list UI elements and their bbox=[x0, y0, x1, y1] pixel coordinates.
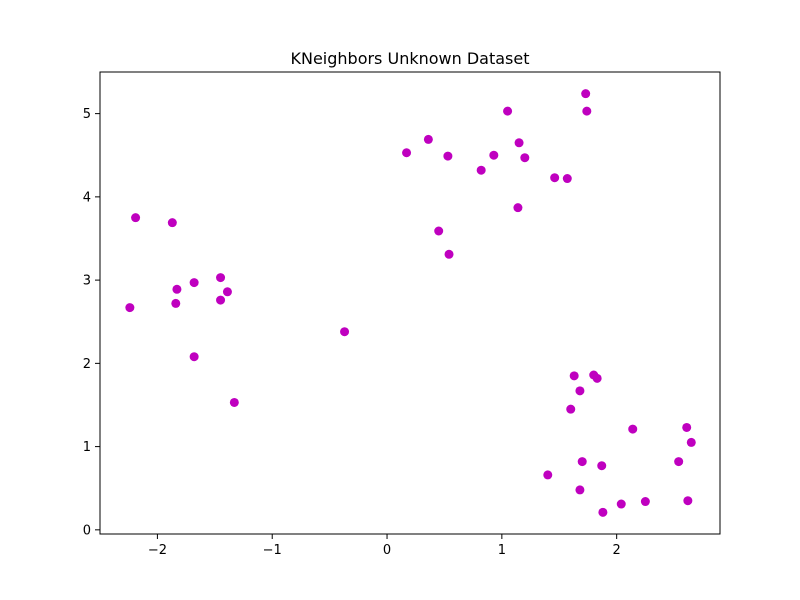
data-point bbox=[575, 386, 585, 396]
data-point bbox=[229, 397, 239, 407]
data-point bbox=[581, 89, 591, 99]
data-point bbox=[683, 496, 693, 506]
data-point bbox=[562, 174, 572, 184]
data-point bbox=[476, 165, 486, 175]
data-point bbox=[640, 497, 650, 507]
data-point bbox=[131, 213, 141, 223]
y-tick-label: 4 bbox=[83, 190, 91, 205]
data-point bbox=[682, 422, 692, 432]
x-tick-label: 2 bbox=[613, 543, 621, 558]
data-point bbox=[189, 278, 199, 288]
data-point bbox=[489, 150, 499, 160]
data-point bbox=[189, 352, 199, 362]
data-point bbox=[520, 153, 530, 163]
data-point bbox=[513, 203, 523, 213]
y-tick-label: 0 bbox=[83, 523, 91, 538]
data-point bbox=[503, 106, 513, 116]
x-tick-label: −1 bbox=[263, 543, 282, 558]
data-point bbox=[125, 303, 135, 313]
data-point bbox=[577, 457, 587, 467]
data-point bbox=[423, 134, 433, 144]
data-point bbox=[216, 273, 226, 283]
data-point bbox=[222, 287, 232, 297]
data-point bbox=[444, 249, 454, 259]
data-point bbox=[216, 295, 226, 305]
x-tick-label: −2 bbox=[148, 543, 167, 558]
data-point bbox=[543, 470, 553, 480]
data-point bbox=[674, 457, 684, 467]
data-point bbox=[597, 461, 607, 471]
data-point bbox=[402, 148, 412, 158]
data-point bbox=[171, 298, 181, 308]
data-point bbox=[575, 485, 585, 495]
data-points bbox=[125, 89, 696, 517]
x-tick-label: 1 bbox=[498, 543, 506, 558]
data-point bbox=[434, 226, 444, 236]
chart-title: KNeighbors Unknown Dataset bbox=[290, 49, 529, 68]
y-tick-label: 3 bbox=[83, 274, 91, 289]
x-tick-label: 0 bbox=[383, 543, 391, 558]
data-point bbox=[686, 437, 696, 447]
data-point bbox=[340, 327, 350, 337]
y-tick-label: 5 bbox=[83, 107, 91, 122]
data-point bbox=[443, 151, 453, 161]
data-point bbox=[582, 106, 592, 116]
y-axis: 0 1 2 3 4 5 bbox=[83, 107, 100, 538]
y-tick-label: 1 bbox=[83, 440, 91, 455]
data-point bbox=[566, 404, 576, 414]
data-point bbox=[550, 173, 560, 183]
data-point bbox=[172, 284, 182, 294]
x-axis: −2 −1 0 1 2 bbox=[148, 534, 621, 558]
data-point bbox=[628, 424, 638, 434]
plot-area bbox=[99, 71, 721, 535]
data-point bbox=[167, 218, 177, 228]
data-point bbox=[569, 371, 579, 381]
data-point bbox=[598, 507, 608, 517]
y-tick-label: 2 bbox=[83, 357, 91, 372]
data-point bbox=[592, 373, 602, 383]
data-point bbox=[616, 499, 626, 509]
data-point bbox=[514, 138, 524, 148]
